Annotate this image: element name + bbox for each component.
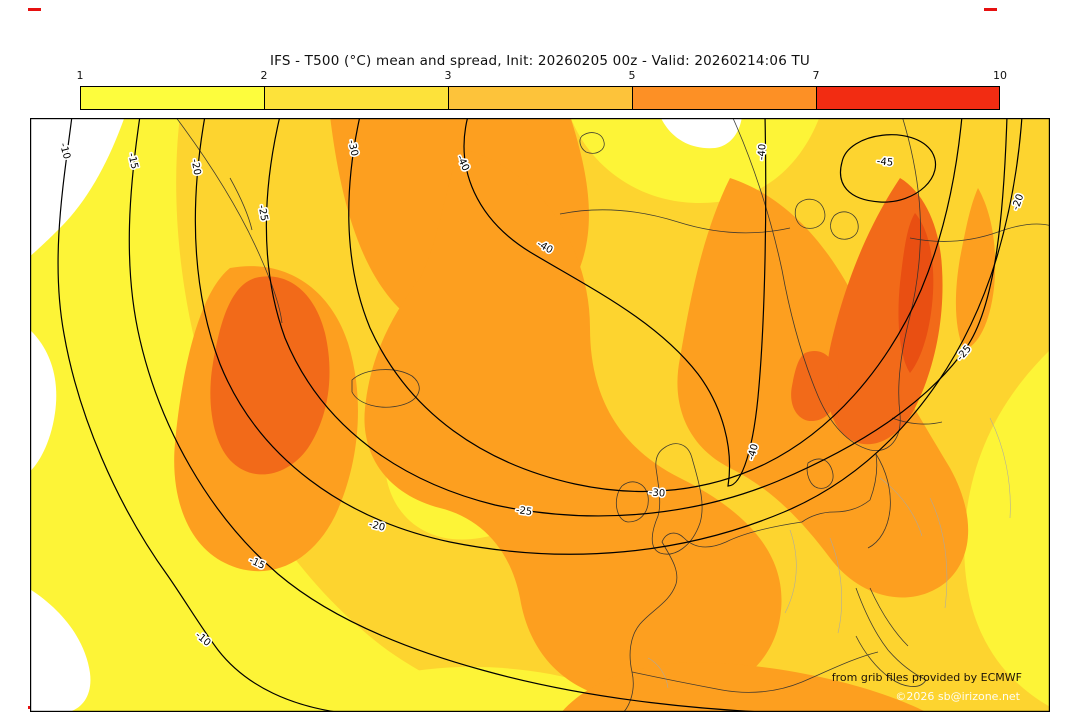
map-border <box>30 118 1050 712</box>
coast-scandinavia <box>731 115 921 452</box>
colorbar-ticks: 1 2 3 5 7 10 <box>0 69 1080 83</box>
border-line <box>647 657 669 689</box>
country-borders <box>647 417 1011 689</box>
credit-copyright: ©2026 sb@irizone.net <box>895 690 1020 703</box>
spread-region <box>28 588 91 714</box>
coast-italy <box>855 587 927 687</box>
coast-gulf-finland <box>891 417 943 425</box>
colorbar-tick: 5 <box>628 69 636 82</box>
contour-minus-20 <box>194 115 1023 555</box>
contour-label: -40 <box>756 143 768 160</box>
coast-greenland-inner <box>229 177 253 231</box>
contour-label: -20 <box>189 158 203 176</box>
crop-mark <box>28 8 41 11</box>
spread-region <box>898 213 934 373</box>
border-line <box>879 477 923 537</box>
colorbar-segment <box>816 86 1000 110</box>
spread-region <box>791 351 839 422</box>
colorbar-tick: 3 <box>444 69 452 82</box>
colorbar-segment <box>264 86 449 110</box>
border-line <box>829 537 842 634</box>
contour-minus-30 <box>348 115 963 493</box>
page-title: IFS - T500 (°C) mean and spread, Init: 2… <box>269 53 811 69</box>
spread-white-regions <box>28 116 742 714</box>
colorbar-segment <box>448 86 633 110</box>
contour-label: -15 <box>125 152 139 170</box>
coast-arctic-russia <box>559 209 791 234</box>
spread-region <box>660 116 742 149</box>
spread-region <box>28 328 57 473</box>
contour-label: -25 <box>256 204 270 222</box>
contour-label: -30 <box>648 487 665 499</box>
contour-minus-45 <box>840 134 937 203</box>
colorbar-tick: 2 <box>260 69 268 82</box>
colorbar-tick: 7 <box>812 69 820 82</box>
contour-label: -45 <box>876 156 893 169</box>
contour-labels: -10 -15 -20 -25 -30 -40 -40 -40 -45 -20 … <box>55 137 1028 650</box>
coast-north-sea <box>801 453 878 523</box>
colorbar-svg <box>80 86 1000 110</box>
contour-minus-40 <box>463 115 767 487</box>
border-line <box>784 529 797 614</box>
spread-region <box>210 276 330 475</box>
colorbar-tick: 10 <box>993 69 1007 82</box>
colorbar-segment <box>80 86 265 110</box>
coast-svalbard <box>579 132 605 154</box>
coast-france-iberia <box>621 521 803 715</box>
spread-deep-orange-core <box>898 213 934 373</box>
spread-region <box>364 148 782 704</box>
spread-region <box>964 348 1052 708</box>
coast-great-britain <box>651 443 703 555</box>
coast-adriatic <box>869 587 909 647</box>
coast-mediterranean <box>631 651 879 693</box>
spread-region <box>560 662 930 714</box>
contour-minus-10 <box>57 115 353 715</box>
lake-onega <box>830 211 859 240</box>
coast-denmark <box>806 458 834 489</box>
coast-iceland <box>351 369 420 408</box>
colorbar <box>80 86 1000 110</box>
credit-provider: from grib files provided by ECMWF <box>831 671 1022 684</box>
weather-map: -10 -15 -20 -25 -30 -40 -40 -40 -45 -20 … <box>28 115 1053 715</box>
spread-region <box>28 116 125 258</box>
crop-mark <box>984 8 997 11</box>
coast-greenland <box>174 115 283 324</box>
contour-label: -25 <box>515 505 533 518</box>
border-line <box>989 417 1011 519</box>
contour-label: -30 <box>345 139 359 157</box>
lake-ladoga <box>794 198 826 229</box>
coast-baltic <box>867 453 891 549</box>
temperature-contours <box>57 115 1023 715</box>
coastlines <box>174 115 1053 715</box>
contour-minus-25 <box>265 115 1008 517</box>
colorbar-segment <box>632 86 817 110</box>
map-svg: -10 -15 -20 -25 -30 -40 -40 -40 -45 -20 … <box>28 115 1053 715</box>
colorbar-tick: 1 <box>76 69 84 82</box>
spread-region <box>955 188 996 350</box>
spread-region <box>28 116 530 714</box>
contour-minus-15 <box>128 115 821 715</box>
coast-arctic-russia-east <box>909 223 1053 242</box>
border-line <box>929 497 948 609</box>
